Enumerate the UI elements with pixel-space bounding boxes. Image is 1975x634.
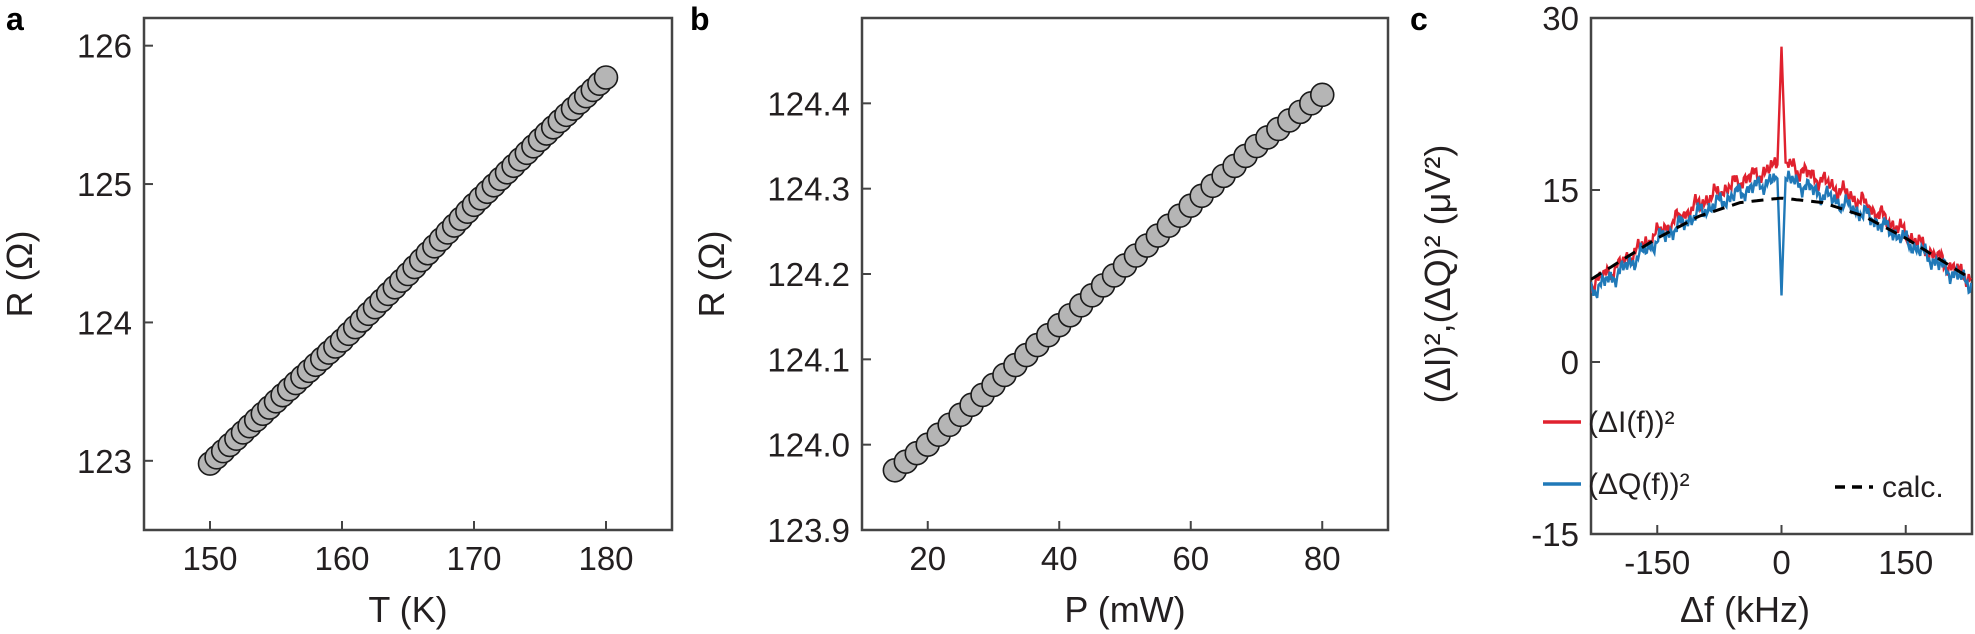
- panel-c-x-tick-label: 0: [1772, 544, 1790, 581]
- panel-b-x-axis-title: P (mW): [1064, 589, 1185, 630]
- panel-b: 20 40 60 80 123.9 124.0 124.1 124.2 124.3 124.4 P…: [691, 16, 1390, 630]
- panel-a-x-tick-label: 160: [314, 540, 369, 577]
- panel-b-y-tick-label: 124.3: [767, 171, 850, 208]
- panel-b-data-point: [1309, 82, 1335, 108]
- legend-label-calc: calc.: [1882, 471, 1944, 504]
- panel-c-y-tick-label: 30: [1542, 0, 1579, 37]
- panel-a-y-tick-label: 123: [77, 443, 132, 480]
- panel-b-y-axis-title: R (Ω): [691, 231, 732, 318]
- panel-letter-c: c: [1410, 1, 1428, 37]
- panel-b-y-tick-label: 124.4: [767, 85, 850, 122]
- panel-a-x-axis-title: T (K): [368, 589, 447, 630]
- panel-a-data-point: [593, 65, 619, 90]
- panel-a-frame: [142, 16, 674, 532]
- panel-c-series-dq-line: [1591, 170, 1972, 299]
- panel-c-x-tick-label: 150: [1878, 544, 1933, 581]
- panel-b-y-tick-label: 123.9: [767, 512, 850, 549]
- panel-letter-a: a: [6, 1, 24, 37]
- panel-c-y-tick-label: 15: [1542, 172, 1579, 209]
- panel-a-x-tick-label: 170: [446, 540, 501, 577]
- panel-a-y-tick-label: 124: [77, 304, 132, 341]
- panel-c-x-tick-label: -150: [1624, 544, 1690, 581]
- panel-b-y-tick-label: 124.0: [767, 427, 850, 464]
- panel-a-y-tick-label: 125: [77, 166, 132, 203]
- legend-label-dq: (ΔQ(f))²: [1588, 468, 1690, 501]
- panel-b-x-tick-label: 40: [1041, 540, 1078, 577]
- panel-a-x-tick-label: 150: [182, 540, 237, 577]
- panel-b-y-tick-label: 124.1: [767, 341, 850, 378]
- panel-a-y-tick-label: 126: [77, 28, 132, 65]
- panel-a-y-axis-title: R (Ω): [0, 231, 40, 318]
- panel-a-x-tick-label: 180: [578, 540, 633, 577]
- legend-label-di: (ΔI(f))²: [1588, 406, 1675, 439]
- panel-b-x-tick-label: 20: [909, 540, 946, 577]
- panel-c-legend: (ΔI(f))² (ΔQ(f))² calc.: [1543, 406, 1944, 504]
- panel-c-x-axis-title: Δf (kHz): [1680, 589, 1810, 630]
- panel-c-series-calc-line: [1591, 196, 1972, 281]
- panel-b-y-tick-label: 124.2: [767, 256, 850, 293]
- panel-letter-b: b: [690, 1, 710, 37]
- panel-c-y-tick-label: -15: [1531, 516, 1579, 553]
- panel-c-y-axis-title: (ΔI)²,(ΔQ)² (μV²): [1417, 145, 1458, 404]
- panel-c-y-tick-label: 0: [1561, 344, 1579, 381]
- panel-b-x-tick-label: 80: [1304, 540, 1341, 577]
- panel-a: 150 160 170 180 123 124 125 126 T (K) R (Ω): [0, 16, 674, 630]
- panel-b-x-tick-label: 60: [1172, 540, 1209, 577]
